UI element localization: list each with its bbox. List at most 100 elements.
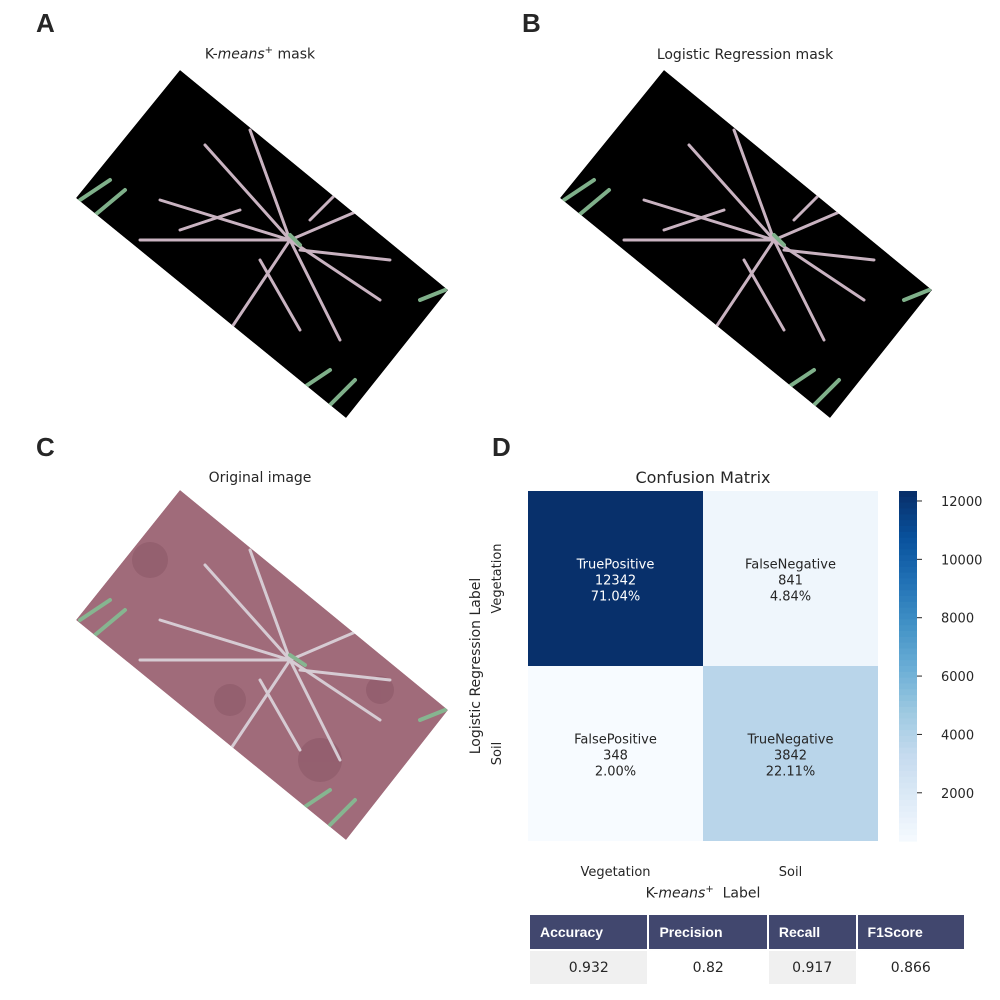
metrics-table: Accuracy Precision Recall F1Score 0.932 … [528, 913, 966, 986]
colorbar-segment-1 [899, 496, 917, 504]
metrics-value-recall: 0.917 [768, 951, 856, 984]
colorbar-segment-11 [899, 555, 917, 562]
colorbar-segment-6 [899, 526, 917, 533]
colorbar-segment-48 [899, 771, 917, 778]
heatmap-cell-0-0 [528, 491, 703, 666]
colorbar-segment-40 [899, 724, 917, 731]
colorbar-segment-32 [899, 677, 917, 685]
panel-b-title: Logistic Regression mask [656, 47, 834, 63]
colorbar-segment-5 [899, 520, 917, 527]
metrics-header-recall: Recall [768, 915, 856, 949]
colorbar-segment-33 [899, 683, 917, 690]
heatmap-cell-label-0-0-2: 71.04% [591, 590, 641, 605]
y-tick-label-0: Vegetation [490, 543, 505, 613]
colorbar-segment-4 [899, 514, 917, 521]
y-tick-label-1: Soil [490, 742, 505, 765]
colorbar-segment-2 [899, 502, 917, 510]
metrics-header-precision: Precision [649, 915, 767, 949]
colorbar-segment-7 [899, 531, 917, 539]
colorbar-segment-13 [899, 566, 917, 574]
colorbar-segment-9 [899, 543, 917, 550]
metrics-header-accuracy: Accuracy [530, 915, 648, 949]
panel-letter-a: A [36, 8, 55, 38]
heatmap-cell-label-1-0-1: 348 [603, 749, 628, 764]
heatmap-cell-label-1-1-1: 3842 [774, 749, 807, 764]
colorbar-segment-39 [899, 718, 917, 725]
colorbar-segment-30 [899, 666, 917, 673]
metrics-value-accuracy: 0.932 [530, 951, 648, 984]
colorbar-segment-25 [899, 636, 917, 644]
colorbar-segment-21 [899, 613, 917, 620]
panel-c-title: Original image [208, 470, 312, 486]
colorbar-segment-43 [899, 741, 917, 749]
heatmap-cell-label-1-1-0: TrueNegative [747, 733, 834, 748]
colorbar-segment-8 [899, 537, 917, 545]
metrics-value-precision: 0.82 [692, 959, 724, 976]
colorbar-segment-41 [899, 730, 917, 737]
heatmap-cell-label-1-0-0: FalsePositive [574, 733, 657, 748]
colorbar-tick-label-5: 12000 [941, 495, 982, 510]
colorbar-segment-51 [899, 788, 917, 795]
colorbar-segment-49 [899, 776, 917, 784]
colorbar-segment-0 [899, 491, 917, 498]
x-tick-label-1: Soil [779, 865, 802, 880]
colorbar-segment-59 [899, 835, 917, 842]
x-axis-label: K-means+ Label [645, 884, 761, 902]
colorbar-segment-46 [899, 759, 917, 766]
colorbar-tick-label-2: 6000 [941, 670, 974, 685]
colorbar-segment-26 [899, 642, 917, 650]
heatmap-cell-label-0-0-1: 12342 [595, 574, 636, 589]
colorbar-segment-18 [899, 596, 917, 603]
panel-letter-c: C [36, 432, 55, 462]
colorbar-tick-label-4: 10000 [941, 553, 982, 568]
metrics-value-row: 0.932 0.82 0.917 0.866 [530, 951, 964, 984]
colorbar-segment-50 [899, 782, 917, 790]
colorbar-segment-17 [899, 590, 917, 597]
colorbar-segment-27 [899, 648, 917, 655]
panel-a-title: K-means+ mask [204, 45, 316, 63]
colorbar-tick-label-0: 2000 [941, 787, 974, 802]
metrics-header-row: Accuracy Precision Recall F1Score [530, 915, 964, 949]
colorbar-segment-36 [899, 701, 917, 708]
colorbar-segment-42 [899, 736, 917, 743]
colorbar-segment-44 [899, 747, 917, 755]
metrics-header-f1score: F1Score [857, 915, 964, 949]
colorbar-segment-14 [899, 572, 917, 580]
colorbar-segment-20 [899, 607, 917, 615]
heatmap-cell-label-1-0-2: 2.00% [595, 765, 636, 780]
colorbar-segment-53 [899, 800, 917, 807]
heatmap-cell-label-0-1-0: FalseNegative [745, 558, 836, 573]
colorbar-segment-16 [899, 584, 917, 591]
colorbar-segment-31 [899, 671, 917, 679]
colorbar-segment-19 [899, 601, 917, 609]
heatmap-cell-label-1-1-2: 22.11% [766, 765, 816, 780]
colorbar-segment-29 [899, 660, 917, 667]
colorbar-segment-58 [899, 829, 917, 836]
colorbar-segment-57 [899, 823, 917, 830]
colorbar-segment-55 [899, 811, 917, 819]
x-tick-label-0: Vegetation [580, 865, 650, 880]
chart-title: Confusion Matrix [635, 468, 771, 487]
colorbar-segment-34 [899, 689, 917, 696]
colorbar-segment-38 [899, 712, 917, 720]
colorbar-segment-28 [899, 654, 917, 661]
colorbar-tick-label-1: 4000 [941, 728, 974, 743]
colorbar-segment-24 [899, 631, 917, 638]
panel-letter-d: D [492, 432, 511, 462]
heatmap-cell-1-1 [703, 666, 878, 841]
heatmap-cell-1-0 [528, 666, 703, 841]
heatmap-cell-label-0-0-0: TruePositive [576, 558, 655, 573]
colorbar-segment-22 [899, 619, 917, 626]
colorbar-segment-35 [899, 695, 917, 702]
colorbar-segment-10 [899, 549, 917, 556]
metrics-value-f1score: 0.866 [890, 959, 931, 976]
colorbar-segment-56 [899, 817, 917, 825]
colorbar-segment-15 [899, 578, 917, 585]
colorbar-tick-label-3: 8000 [941, 612, 974, 627]
colorbar-segment-37 [899, 706, 917, 714]
colorbar-segment-52 [899, 794, 917, 801]
panel-letter-b: B [522, 8, 541, 38]
colorbar-segment-54 [899, 806, 917, 813]
